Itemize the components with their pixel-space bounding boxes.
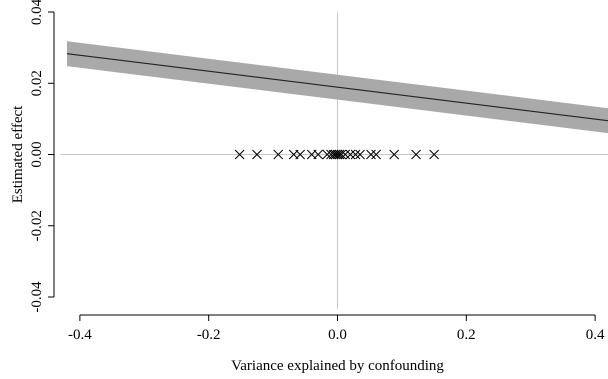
scatter-points-layer xyxy=(234,149,439,160)
x-tick-label: 0.0 xyxy=(328,327,347,343)
scatter-point xyxy=(345,149,356,160)
scatter-point xyxy=(340,149,351,160)
scatter-point xyxy=(252,149,262,160)
scatter-point-stroke xyxy=(429,149,439,160)
scatter-point xyxy=(389,149,400,160)
scatter-point-stroke xyxy=(366,149,376,160)
scatter-point xyxy=(336,149,347,160)
y-tick-label: 0.04 xyxy=(29,0,45,25)
trend-line xyxy=(66,53,608,122)
x-tick-label: 0.4 xyxy=(586,327,605,343)
scatter-point-stroke xyxy=(340,149,351,160)
scatter-point xyxy=(355,149,365,160)
scatter-point-stroke xyxy=(350,149,361,160)
scatter-point xyxy=(295,149,305,160)
scatter-point-stroke xyxy=(371,149,381,160)
x-axis-title: Variance explained by confounding xyxy=(231,358,444,374)
scatter-point-stroke xyxy=(345,149,356,160)
scatter-point xyxy=(411,149,421,160)
scatter-point xyxy=(366,149,376,160)
y-tick-label: -0.04 xyxy=(29,281,45,313)
scatter-point-stroke xyxy=(411,149,421,160)
scatter-point-stroke xyxy=(252,149,262,160)
scatter-point xyxy=(313,149,324,160)
scatter-point xyxy=(332,149,343,160)
scatter-point-stroke xyxy=(313,149,324,160)
y-tick-label: 0.02 xyxy=(29,70,45,96)
scatter-point-stroke xyxy=(332,149,343,160)
x-tick-label: -0.2 xyxy=(197,327,221,343)
scatter-point-stroke xyxy=(389,149,400,160)
scatter-point xyxy=(429,149,439,160)
scatter-point xyxy=(350,149,361,160)
trend-line-layer xyxy=(66,53,608,122)
scatter-point xyxy=(371,149,381,160)
x-tick-label: 0.2 xyxy=(457,327,476,343)
scatter-point-stroke xyxy=(295,149,305,160)
scatter-point xyxy=(234,149,245,160)
x-tick-label: -0.4 xyxy=(68,327,92,343)
y-tick-label: -0.02 xyxy=(29,210,45,241)
y-tick-label: 0.00 xyxy=(29,141,45,167)
scatter-point xyxy=(273,149,284,160)
y-axis-title: Estimated effect xyxy=(10,105,26,203)
axes-layer: -0.4 -0.2 0.0 0.2 0.4 -0.04 -0.02 0.00 0.02 0.04 xyxy=(29,0,605,343)
scatter-point-stroke xyxy=(234,149,245,160)
scatter-point-stroke xyxy=(336,149,347,160)
scatter-point-stroke xyxy=(273,149,284,160)
scatter-point-stroke xyxy=(355,149,365,160)
